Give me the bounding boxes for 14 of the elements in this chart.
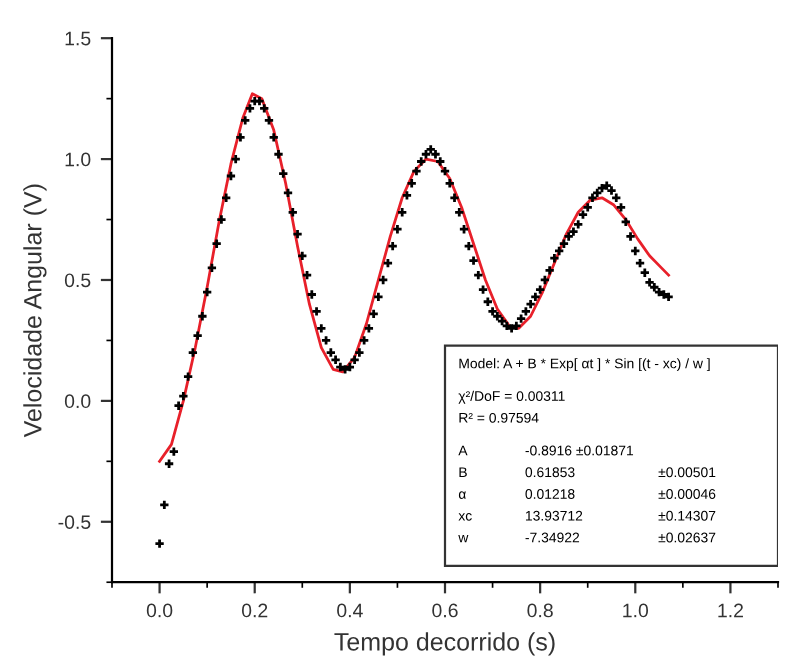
x-tick-label: 0.2 (241, 603, 268, 618)
x-tick-label: 0.0 (146, 603, 173, 618)
x-tick-label: 0.4 (337, 603, 363, 618)
y-axis-title: Velocidade Angular (V) (23, 184, 47, 438)
y-tick-label: 1.0 (65, 152, 91, 167)
x-tick-label: 0.8 (527, 603, 553, 618)
x-axis-title: Tempo decorrido (s) (334, 632, 555, 656)
y-tick-label: 0.0 (64, 394, 91, 409)
x-tick-label: 0.6 (432, 603, 458, 618)
x-tick-label: 1.2 (718, 603, 743, 618)
y-tick-label: 0.5 (64, 273, 91, 288)
y-tick-label: 1.5 (65, 31, 91, 46)
x-tick-label: 1.0 (623, 603, 649, 618)
y-tick-label: -0.5 (58, 515, 91, 530)
